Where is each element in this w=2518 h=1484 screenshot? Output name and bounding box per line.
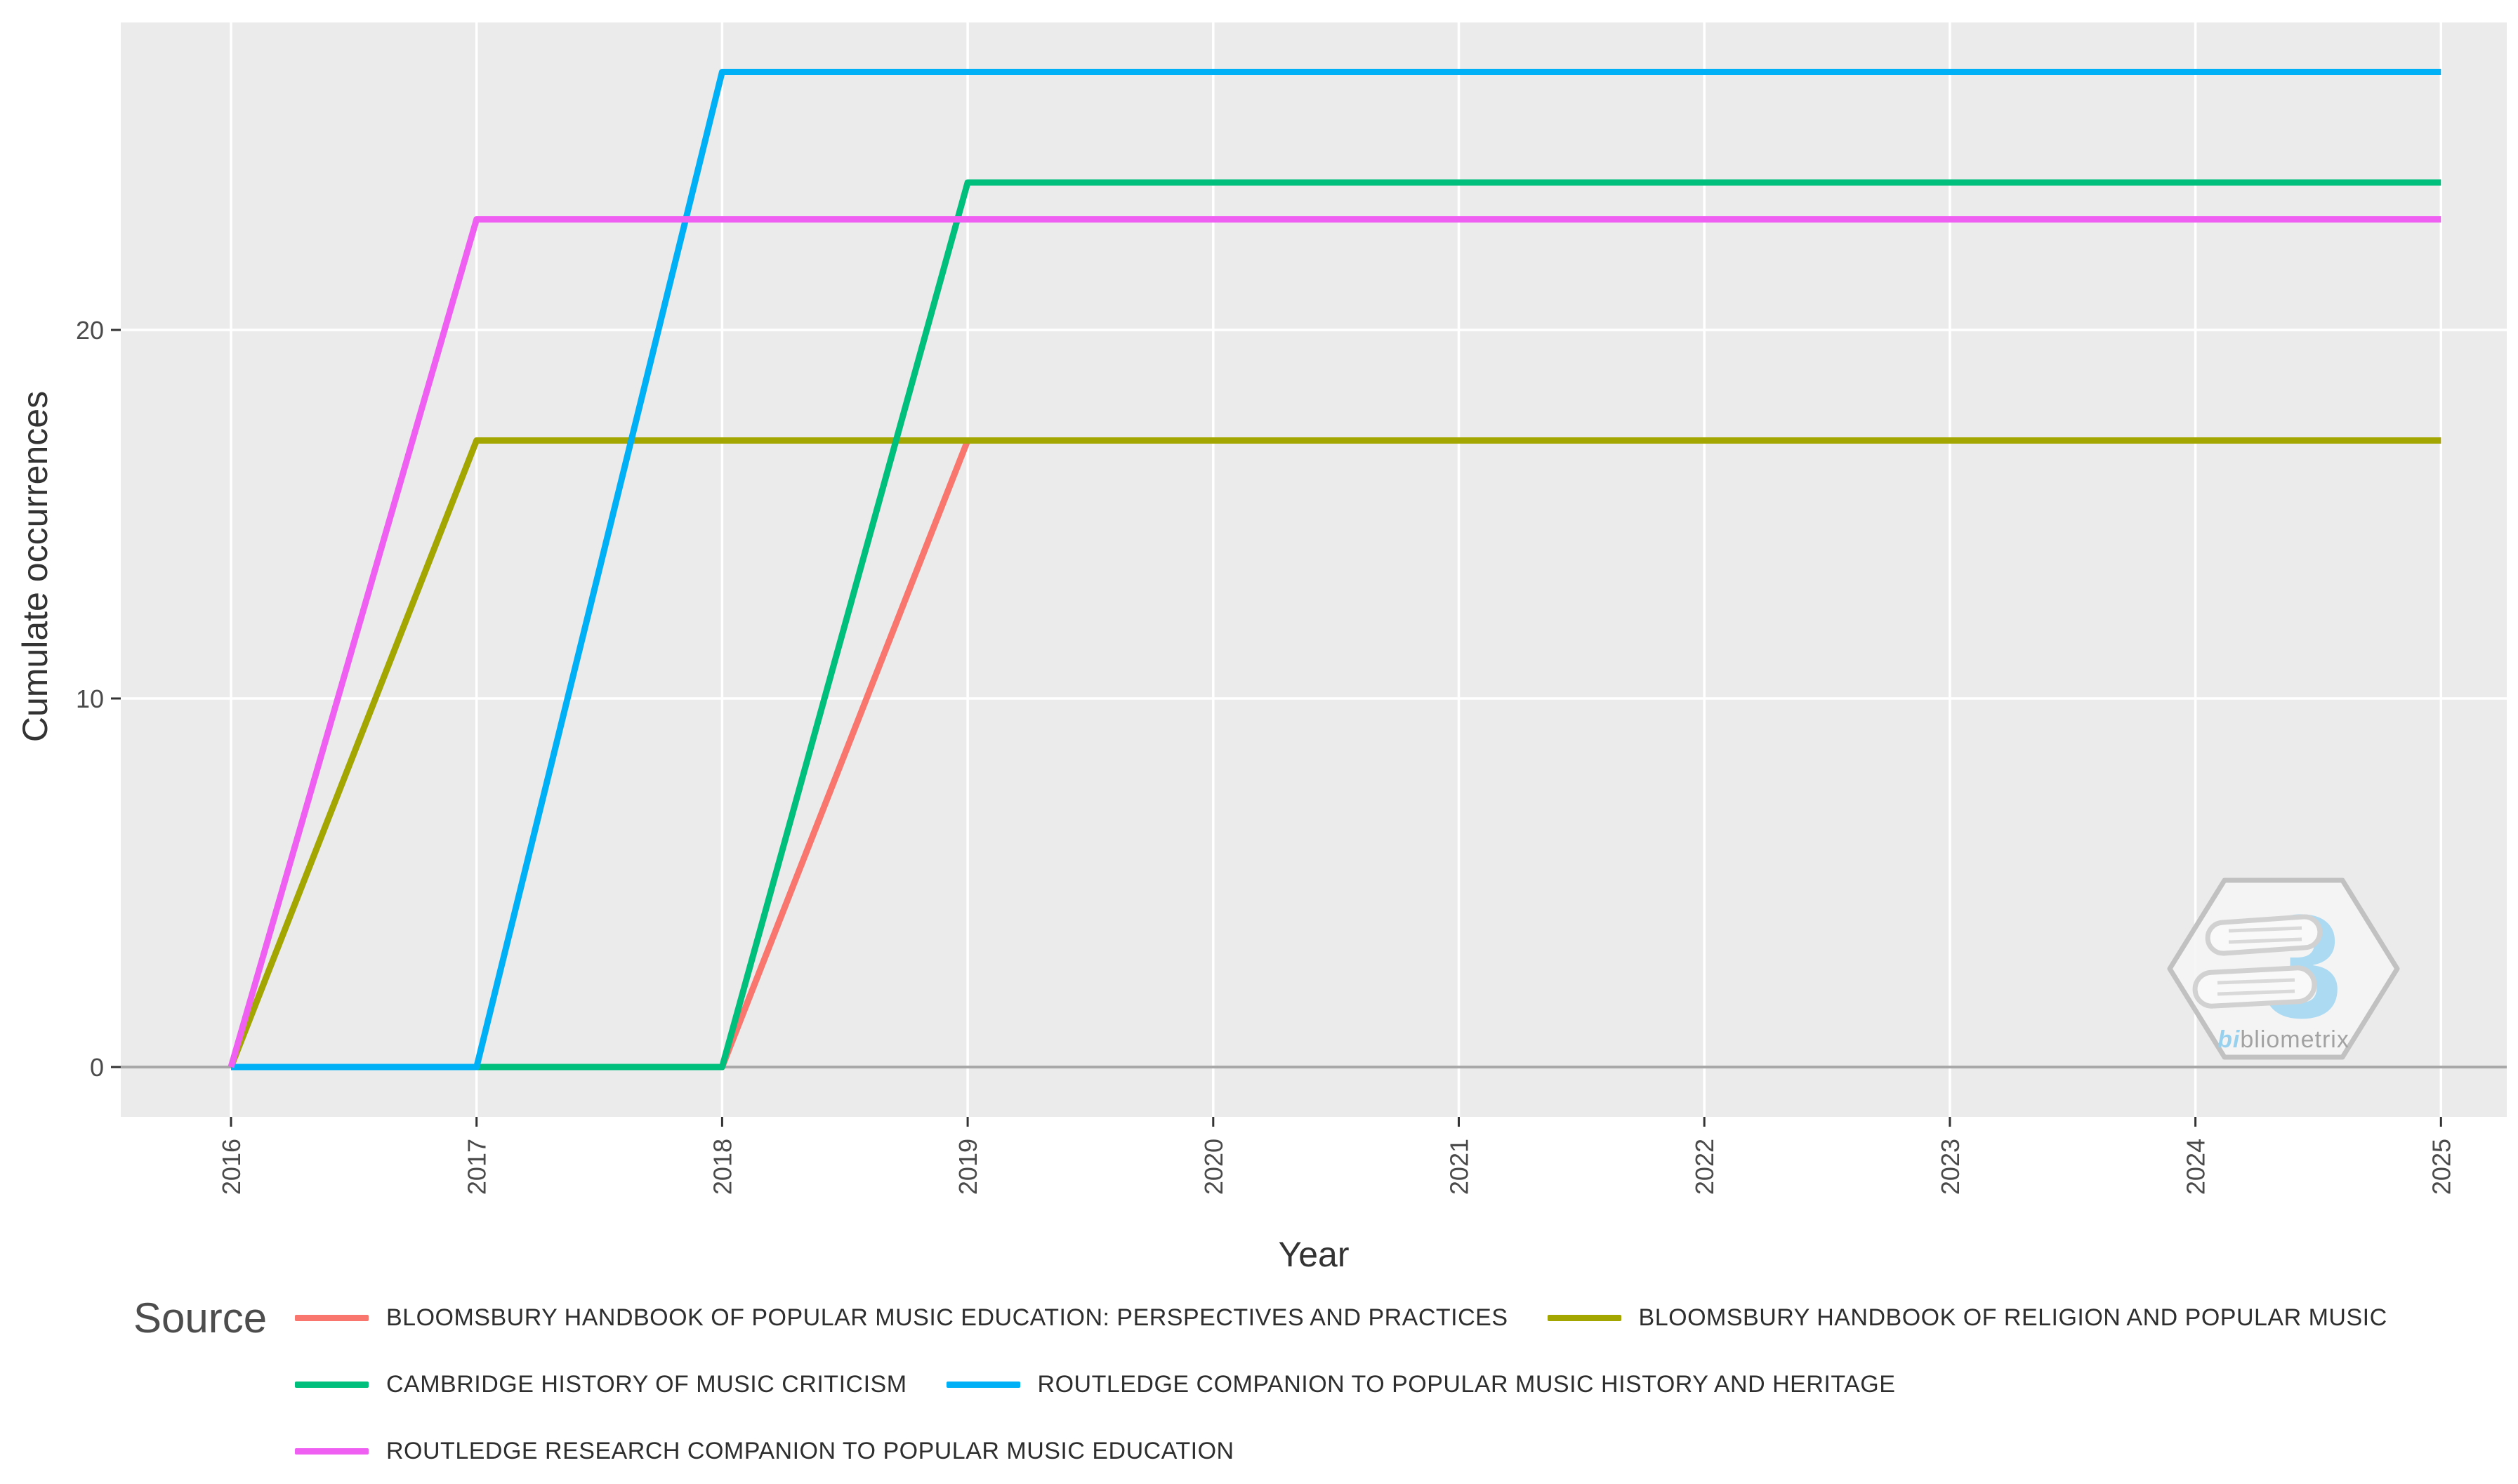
- bibliometrix-watermark: 3 bibliometrix: [2164, 873, 2403, 1077]
- legend: BLOOMSBURY HANDBOOK OF POPULAR MUSIC EDU…: [295, 1285, 2427, 1484]
- legend-row: CAMBRIDGE HISTORY OF MUSIC CRITICISM ROUT…: [295, 1351, 2427, 1418]
- x-tick-label: 2022: [1690, 1139, 1719, 1195]
- watermark-label: bliometrix: [2240, 1026, 2349, 1053]
- x-tick-label: 2018: [708, 1139, 737, 1195]
- legend-entry: BLOOMSBURY HANDBOOK OF RELIGION AND POPU…: [1547, 1304, 2387, 1332]
- x-tick-label: 2019: [954, 1139, 982, 1195]
- y-axis-title: Cumulate occurrences: [15, 390, 55, 743]
- x-axis-title: Year: [1278, 1235, 1350, 1274]
- y-tick-label: 0: [90, 1053, 104, 1082]
- x-tick-label: 2020: [1199, 1139, 1228, 1195]
- legend-key-line-icon: [946, 1382, 1020, 1388]
- watermark-wordmark: bibliometrix: [2164, 1026, 2403, 1054]
- legend-entry: CAMBRIDGE HISTORY OF MUSIC CRITICISM: [295, 1371, 907, 1398]
- legend-key-line-icon: [295, 1382, 369, 1388]
- legend-entry: ROUTLEDGE COMPANION TO POPULAR MUSIC HIS…: [946, 1371, 1896, 1398]
- legend-key-line-icon: [1547, 1315, 1621, 1321]
- x-tick-label: 2024: [2182, 1139, 2210, 1195]
- legend-label: ROUTLEDGE RESEARCH COMPANION TO POPULAR …: [386, 1438, 1234, 1464]
- series-line-3: [231, 69, 2441, 1071]
- legend-entry: BLOOMSBURY HANDBOOK OF POPULAR MUSIC EDU…: [295, 1304, 1508, 1332]
- series-line-4: [228, 216, 2441, 1068]
- legend-label: BLOOMSBURY HANDBOOK OF POPULAR MUSIC EDU…: [386, 1304, 1508, 1331]
- series-line-1: [228, 437, 2441, 1068]
- x-tick-label: 2021: [1445, 1139, 1474, 1195]
- legend-label: ROUTLEDGE COMPANION TO POPULAR MUSIC HIS…: [1037, 1371, 1896, 1398]
- legend-key-line-icon: [295, 1448, 369, 1455]
- legend-row: ROUTLEDGE RESEARCH COMPANION TO POPULAR …: [295, 1418, 2427, 1484]
- y-tick-label: 10: [76, 684, 104, 713]
- bibliometrix-hexagon-logo-icon: 3: [2167, 877, 2400, 1060]
- y-tick-label: 20: [76, 316, 104, 345]
- x-tick-label: 2016: [217, 1139, 246, 1195]
- legend-label: CAMBRIDGE HISTORY OF MUSIC CRITICISM: [386, 1371, 907, 1398]
- legend-label: BLOOMSBURY HANDBOOK OF RELIGION AND POPU…: [1638, 1304, 2387, 1331]
- watermark-monogram-icon: bi: [2217, 1026, 2241, 1053]
- legend-key-line-icon: [295, 1315, 369, 1321]
- x-tick-label: 2017: [463, 1139, 492, 1195]
- series-line-2: [231, 179, 2441, 1071]
- plot-panel: [121, 22, 2507, 1117]
- x-tick-label: 2023: [1936, 1139, 1965, 1195]
- x-tick-label: 2025: [2427, 1139, 2456, 1195]
- legend-row: BLOOMSBURY HANDBOOK OF POPULAR MUSIC EDU…: [295, 1285, 2427, 1351]
- legend-title: Source: [133, 1294, 268, 1341]
- legend-entry: ROUTLEDGE RESEARCH COMPANION TO POPULAR …: [295, 1438, 1234, 1465]
